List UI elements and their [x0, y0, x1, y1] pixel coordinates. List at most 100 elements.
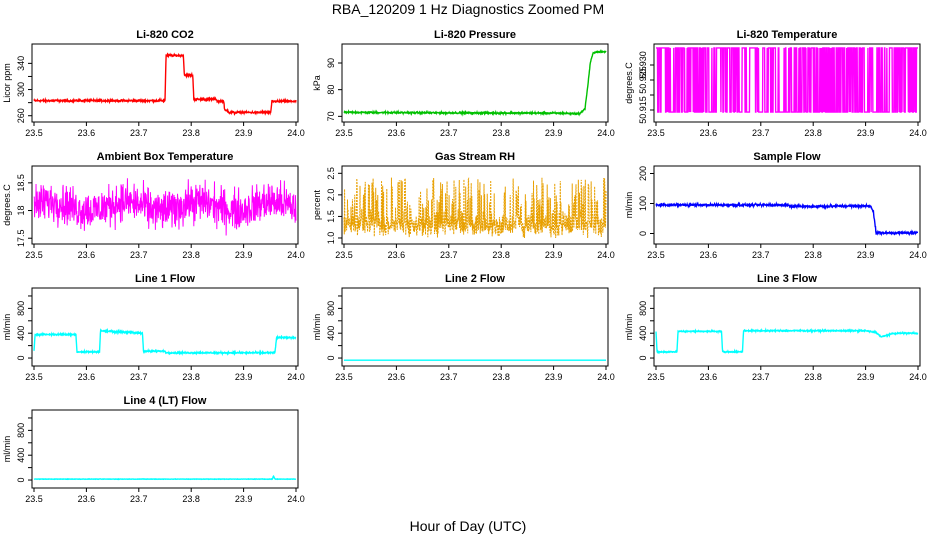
y-tick-label: 50.925 — [638, 66, 648, 94]
y-axis-label: ml/min — [312, 314, 322, 341]
x-tick-label: 23.5 — [25, 128, 43, 138]
plot-frame — [341, 43, 609, 123]
panel-title: Line 1 Flow — [135, 273, 195, 285]
x-tick-label: 23.5 — [647, 250, 665, 260]
y-tick-label: 18.5 — [16, 174, 26, 192]
y-tick-label: 1.5 — [326, 210, 336, 223]
y-tick-label: 70 — [326, 111, 336, 121]
x-tick-label: 23.8 — [492, 128, 510, 138]
y-tick-label: 400 — [16, 326, 26, 341]
x-tick-label: 23.6 — [388, 128, 406, 138]
page-x-axis-label: Hour of Day (UTC) — [409, 518, 527, 534]
y-axis-label: percent — [312, 189, 322, 220]
panel-title: Line 3 Flow — [757, 273, 817, 285]
y-tick-label: 0 — [16, 478, 26, 483]
y-tick-label: 90 — [326, 58, 336, 68]
x-tick-label: 23.5 — [335, 250, 353, 260]
x-tick-label: 23.6 — [388, 250, 406, 260]
panel-title: Line 2 Flow — [445, 273, 505, 285]
panel-8: Line 3 Flow 23.5 23.6 23.7 23.8 23.9 24.0 0 400 8… — [624, 273, 927, 382]
series-line — [33, 178, 297, 236]
series-line — [33, 52, 297, 116]
y-tick-label: 300 — [16, 82, 26, 97]
x-tick-label: 23.7 — [440, 128, 458, 138]
y-axis-label: ml/min — [2, 436, 12, 463]
x-tick-label: 23.6 — [78, 250, 96, 260]
y-tick-label: 0 — [638, 231, 648, 236]
x-tick-label: 23.8 — [182, 128, 200, 138]
panel-title: Li-820 Temperature — [737, 29, 838, 41]
page-title: RBA_120209 1 Hz Diagnostics Zoomed PM — [331, 1, 605, 17]
x-tick-label: 24.0 — [909, 128, 927, 138]
x-tick-label: 23.9 — [545, 250, 563, 260]
x-tick-label: 24.0 — [597, 128, 615, 138]
x-tick-label: 23.7 — [440, 250, 458, 260]
panel-7: Line 2 Flow 23.5 23.6 23.7 23.8 23.9 24.0 0 400 8… — [312, 273, 615, 382]
x-tick-label: 23.9 — [857, 128, 875, 138]
y-tick-label: 0 — [638, 356, 648, 361]
x-tick-label: 23.6 — [78, 128, 96, 138]
panel-0: Li-820 CO2 23.5 23.6 23.7 23.8 23.9 24.0 260 300… — [2, 29, 305, 138]
y-tick-label: 18 — [16, 206, 26, 216]
series-line — [656, 47, 918, 113]
x-tick-label: 23.8 — [804, 128, 822, 138]
series-line — [33, 327, 297, 357]
y-tick-label: 100 — [638, 196, 648, 211]
x-tick-label: 23.9 — [857, 250, 875, 260]
x-tick-label: 23.7 — [130, 372, 148, 382]
y-tick-label: 50.915 — [638, 96, 648, 124]
x-tick-label: 23.9 — [545, 128, 563, 138]
y-tick-label: 400 — [638, 326, 648, 341]
x-tick-label: 24.0 — [287, 128, 305, 138]
x-tick-label: 24.0 — [287, 372, 305, 382]
panel-6: Line 1 Flow 23.5 23.6 23.7 23.8 23.9 24.0 0 400 8… — [2, 273, 305, 382]
series-line — [343, 49, 607, 117]
plot-frame — [653, 165, 921, 245]
x-tick-label: 23.5 — [25, 494, 43, 504]
x-tick-label: 23.5 — [647, 372, 665, 382]
x-tick-label: 23.6 — [388, 372, 406, 382]
plot-frame — [31, 409, 299, 489]
y-axis-label: degrees.C — [624, 62, 634, 104]
panel-title: Ambient Box Temperature — [97, 151, 234, 163]
y-axis-label: Licor ppm — [2, 63, 12, 103]
x-tick-label: 23.8 — [804, 250, 822, 260]
x-tick-label: 23.6 — [700, 128, 718, 138]
x-tick-label: 23.8 — [182, 494, 200, 504]
panel-title: Li-820 CO2 — [136, 29, 193, 41]
panel-3: Ambient Box Temperature 23.5 23.6 23.7 23.8 2… — [2, 151, 305, 260]
plot-frame — [31, 287, 299, 367]
x-tick-label: 24.0 — [287, 250, 305, 260]
y-tick-label: 2.0 — [326, 189, 336, 202]
x-tick-label: 23.8 — [804, 372, 822, 382]
x-tick-label: 23.6 — [78, 372, 96, 382]
y-tick-label: 400 — [16, 448, 26, 463]
x-tick-label: 23.7 — [440, 372, 458, 382]
plot-frame — [653, 287, 921, 367]
x-tick-label: 23.7 — [752, 372, 770, 382]
y-tick-label: 17.5 — [16, 229, 26, 247]
x-tick-label: 23.8 — [182, 372, 200, 382]
y-tick-label: 80 — [326, 85, 336, 95]
y-tick-label: 2.5 — [326, 167, 336, 180]
panel-title: Gas Stream RH — [435, 151, 515, 163]
y-tick-label: 0 — [16, 356, 26, 361]
x-tick-label: 24.0 — [287, 494, 305, 504]
y-axis-label: ml/min — [624, 314, 634, 341]
y-tick-label: 0 — [326, 356, 336, 361]
y-tick-label: 200 — [638, 166, 648, 181]
plot-frame — [31, 165, 299, 245]
y-axis-label: degrees.C — [2, 184, 12, 226]
y-tick-label: 800 — [16, 423, 26, 438]
y-tick-label: 340 — [16, 56, 26, 71]
x-tick-label: 24.0 — [909, 372, 927, 382]
y-tick-label: 800 — [326, 301, 336, 316]
x-tick-label: 23.9 — [857, 372, 875, 382]
x-tick-label: 23.5 — [335, 372, 353, 382]
x-tick-label: 23.9 — [235, 250, 253, 260]
x-tick-label: 23.8 — [492, 250, 510, 260]
series-line — [33, 475, 297, 481]
plot-frame — [31, 43, 299, 123]
y-tick-label: 800 — [638, 301, 648, 316]
